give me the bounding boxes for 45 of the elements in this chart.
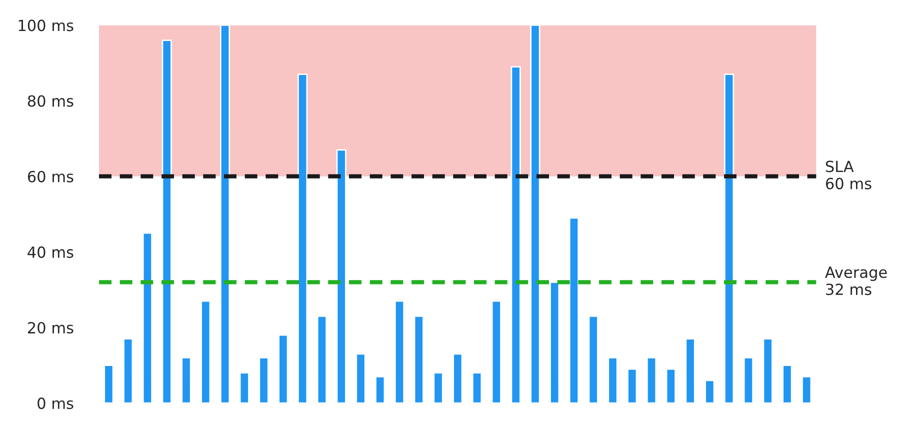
bar <box>491 300 502 404</box>
ref-line-label: Average 32 ms <box>825 266 887 296</box>
bar <box>704 380 715 404</box>
y-tick-label: 80 ms <box>28 95 74 107</box>
bar <box>278 334 288 404</box>
bar <box>298 74 308 404</box>
bar <box>336 149 346 404</box>
y-tick-label: 60 ms <box>28 170 74 182</box>
bar <box>162 40 172 404</box>
bar <box>433 372 444 404</box>
bar <box>782 364 792 404</box>
bar <box>181 357 192 404</box>
bar <box>258 357 269 404</box>
bar <box>608 357 618 404</box>
bar <box>239 372 250 404</box>
bar <box>472 372 482 404</box>
bar <box>743 357 754 404</box>
y-tick-label: 100 ms <box>18 20 74 32</box>
bar <box>646 357 657 404</box>
y-tick-label: 0 ms <box>38 398 74 410</box>
bar <box>627 368 638 404</box>
bar <box>452 353 463 404</box>
bar <box>123 338 134 404</box>
bar <box>550 281 560 404</box>
bar <box>762 338 773 404</box>
bar <box>394 300 405 404</box>
bar <box>510 66 521 404</box>
bar <box>414 315 424 404</box>
bar <box>568 217 580 404</box>
y-tick-label: 40 ms <box>28 246 74 258</box>
bar <box>220 25 230 404</box>
bar <box>685 338 696 404</box>
bar <box>802 376 812 404</box>
bar <box>142 232 153 404</box>
ref-line-label: SLA 60 ms <box>826 160 872 190</box>
y-tick-label: 20 ms <box>28 322 74 334</box>
bar <box>724 74 734 404</box>
bar <box>588 315 598 404</box>
bar <box>200 300 211 404</box>
bar <box>530 25 540 404</box>
bar <box>316 315 327 404</box>
bar <box>666 368 676 404</box>
bar <box>356 353 366 404</box>
bar <box>104 364 114 404</box>
bar <box>375 376 386 404</box>
